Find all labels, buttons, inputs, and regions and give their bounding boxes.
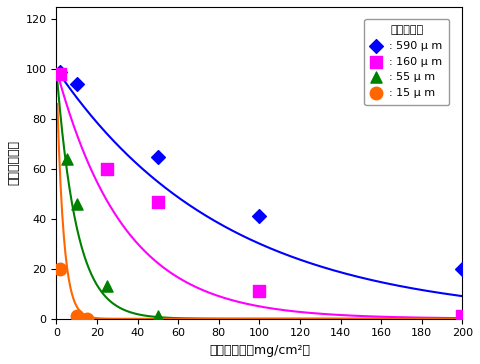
X-axis label: 堆積粒子量（mg/cm²）: 堆積粒子量（mg/cm²） xyxy=(209,344,310,357)
: 160 μ m: (200, 1): 160 μ m: (200, 1) xyxy=(459,313,467,319)
: 590 μ m: (2, 99): 590 μ m: (2, 99) xyxy=(57,69,64,75)
: 160 μ m: (25, 60): 160 μ m: (25, 60) xyxy=(103,166,111,172)
: 55 μ m: (10, 46): 55 μ m: (10, 46) xyxy=(73,201,81,207)
: 55 μ m: (5, 64): 55 μ m: (5, 64) xyxy=(63,156,71,162)
: 160 μ m: (2, 98): 160 μ m: (2, 98) xyxy=(57,71,64,77)
Y-axis label: 着生率（％）: 着生率（％） xyxy=(7,141,20,185)
: 590 μ m: (50, 65): 590 μ m: (50, 65) xyxy=(154,154,162,159)
: 55 μ m: (50, 1): 55 μ m: (50, 1) xyxy=(154,313,162,319)
: 55 μ m: (25, 13): 55 μ m: (25, 13) xyxy=(103,284,111,289)
: 160 μ m: (50, 47): 160 μ m: (50, 47) xyxy=(154,199,162,205)
: 590 μ m: (200, 20): 590 μ m: (200, 20) xyxy=(459,266,467,272)
: 15 μ m: (15, 0): 15 μ m: (15, 0) xyxy=(83,316,91,322)
Legend: : 590 μ m, : 160 μ m, : 55 μ m, : 15 μ m: : 590 μ m, : 160 μ m, : 55 μ m, : 15 μ m xyxy=(364,19,449,105)
: 160 μ m: (100, 11): 160 μ m: (100, 11) xyxy=(255,288,263,294)
: 590 μ m: (100, 41): 590 μ m: (100, 41) xyxy=(255,214,263,219)
: 590 μ m: (10, 94): 590 μ m: (10, 94) xyxy=(73,82,81,87)
: 15 μ m: (10, 1): 15 μ m: (10, 1) xyxy=(73,313,81,319)
: 15 μ m: (2, 20): 15 μ m: (2, 20) xyxy=(57,266,64,272)
